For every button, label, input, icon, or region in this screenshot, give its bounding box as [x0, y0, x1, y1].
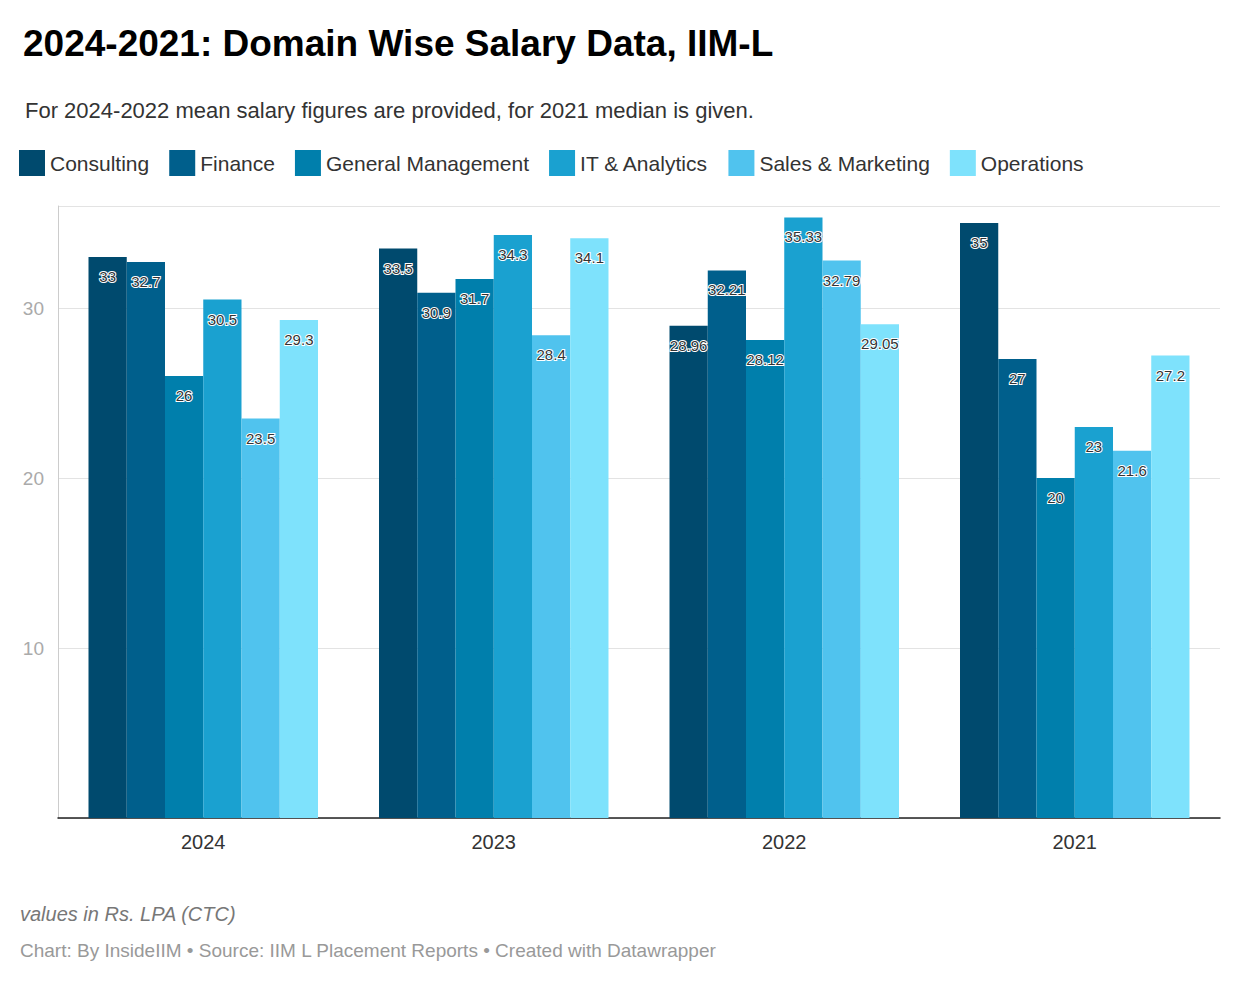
svg-text:IT & Analytics: IT & Analytics	[580, 152, 707, 175]
svg-text:35.33: 35.33	[785, 228, 823, 245]
svg-text:Chart: By InsideIIM • Source:: Chart: By InsideIIM • Source: IIM L Plac…	[20, 940, 717, 961]
svg-text:10: 10	[23, 638, 44, 659]
svg-text:values in Rs. LPA (CTC): values in Rs. LPA (CTC)	[20, 903, 236, 925]
svg-text:35: 35	[971, 234, 988, 251]
svg-text:21.6: 21.6	[1118, 462, 1147, 479]
svg-text:23.5: 23.5	[246, 430, 275, 447]
svg-text:20: 20	[23, 468, 44, 489]
svg-text:26: 26	[176, 387, 193, 404]
svg-text:2021: 2021	[1053, 831, 1098, 853]
svg-text:Finance: Finance	[200, 152, 275, 175]
svg-text:2024-2021: Domain Wise Salary: 2024-2021: Domain Wise Salary Data, IIM-…	[23, 23, 773, 64]
svg-text:32.79: 32.79	[823, 272, 861, 289]
svg-text:23: 23	[1086, 438, 1103, 455]
svg-text:Sales & Marketing: Sales & Marketing	[759, 152, 929, 175]
svg-text:General Management: General Management	[326, 152, 529, 175]
svg-text:2023: 2023	[472, 831, 517, 853]
svg-text:34.3: 34.3	[498, 246, 527, 263]
svg-text:28.12: 28.12	[746, 351, 784, 368]
svg-text:27: 27	[1009, 370, 1026, 387]
svg-text:Consulting: Consulting	[50, 152, 149, 175]
svg-text:29.3: 29.3	[284, 331, 313, 348]
svg-text:32.7: 32.7	[131, 273, 160, 290]
svg-text:28.4: 28.4	[537, 346, 566, 363]
svg-text:29.05: 29.05	[861, 335, 899, 352]
svg-text:Operations: Operations	[981, 152, 1084, 175]
svg-text:28.96: 28.96	[670, 337, 708, 354]
svg-text:30.9: 30.9	[422, 304, 451, 321]
svg-text:20: 20	[1047, 489, 1064, 506]
svg-text:31.7: 31.7	[460, 290, 489, 307]
svg-text:27.2: 27.2	[1156, 367, 1185, 384]
svg-text:34.1: 34.1	[575, 249, 604, 266]
svg-text:For 2024-2022 mean salary figu: For 2024-2022 mean salary figures are pr…	[25, 98, 754, 123]
svg-text:2022: 2022	[762, 831, 807, 853]
svg-text:33: 33	[99, 268, 116, 285]
svg-text:32.21: 32.21	[708, 281, 746, 298]
svg-text:30: 30	[23, 298, 44, 319]
svg-text:33.5: 33.5	[384, 260, 413, 277]
svg-text:30.5: 30.5	[208, 311, 237, 328]
svg-text:2024: 2024	[181, 831, 226, 853]
